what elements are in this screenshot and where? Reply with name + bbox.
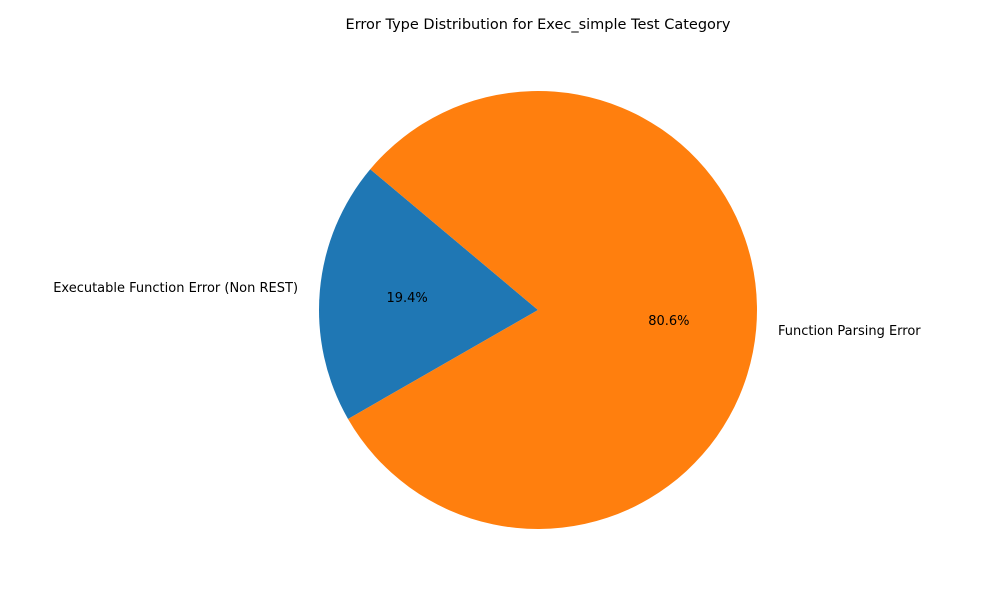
slice-label-0: Executable Function Error (Non REST)	[53, 281, 298, 296]
percent-label-1: 80.6%	[648, 314, 689, 329]
slice-label-1: Function Parsing Error	[778, 324, 921, 339]
pie-slice-1	[348, 90, 757, 529]
percent-label-0: 19.4%	[386, 291, 427, 306]
chart-title: Error Type Distribution for Exec_simple …	[346, 17, 731, 33]
pie-slice-0	[318, 169, 538, 419]
pie-labels: Executable Function Error (Non REST) 19.4…	[53, 281, 921, 339]
pie-slices	[318, 90, 757, 529]
